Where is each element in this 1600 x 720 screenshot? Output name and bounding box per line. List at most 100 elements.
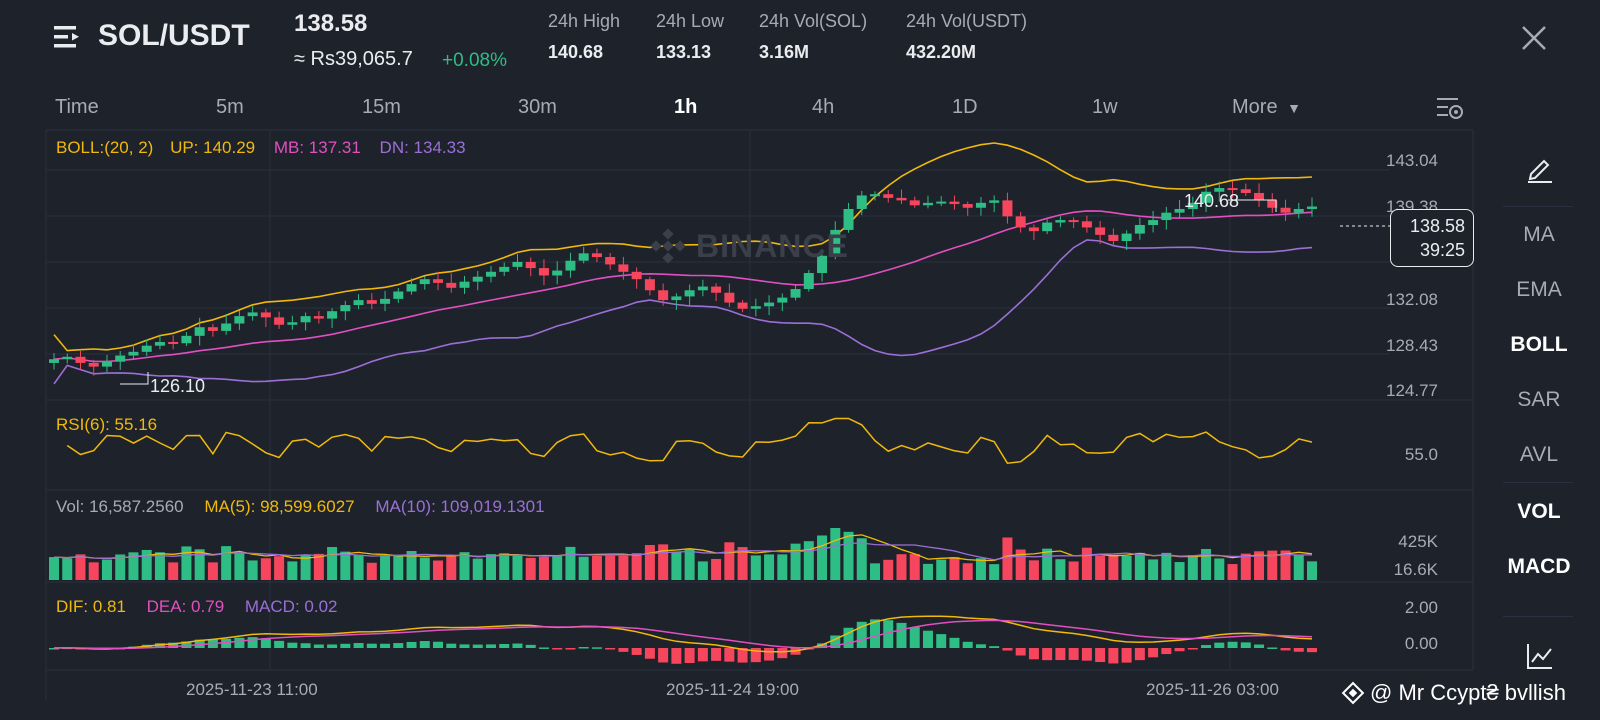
menu-icon[interactable] — [52, 22, 82, 52]
volume-bar — [154, 552, 165, 580]
macd-bar — [1227, 641, 1238, 648]
macd-bar — [1293, 648, 1304, 652]
tab-more[interactable]: More ▼ — [1232, 96, 1301, 119]
macd-bar — [962, 641, 973, 648]
vol-tick: 16.6K — [1393, 560, 1438, 579]
tab-1h[interactable]: 1h — [674, 96, 698, 118]
tab-4h[interactable]: 4h — [812, 96, 835, 118]
candle-body — [340, 305, 351, 312]
volume-bar — [75, 554, 86, 580]
boll-name: BOLL:(20, 2) — [56, 138, 154, 157]
volume-bar — [1267, 550, 1278, 580]
volume-bar — [1081, 547, 1092, 580]
close-icon[interactable] — [1518, 22, 1550, 54]
candle-body — [922, 202, 933, 206]
macd-bar — [1002, 648, 1013, 651]
volume-bar — [909, 554, 920, 580]
macd-bar — [936, 634, 947, 648]
macd-bar — [1121, 648, 1132, 663]
volume-bar — [393, 554, 404, 580]
volume-bar — [221, 546, 232, 580]
boll-middle-line — [53, 210, 1313, 363]
stat-label-vol-sol: 24h Vol(SOL) — [759, 11, 868, 31]
indicator-macd[interactable]: MACD — [1507, 555, 1571, 578]
candle-body — [989, 200, 1000, 203]
volume-bar — [830, 528, 841, 580]
macd-tick: 2.00 — [1404, 598, 1438, 617]
macd-bar — [472, 644, 483, 648]
macd-bar — [724, 648, 735, 662]
price-tick: 128.43 — [1386, 336, 1438, 355]
candle-body — [446, 282, 457, 288]
candle-body — [843, 208, 854, 230]
tab-5m[interactable]: 5m — [216, 96, 244, 118]
date-label: 2025-11-23 11:00 — [186, 680, 318, 699]
candle-body — [115, 355, 126, 362]
macd-tick: 0.00 — [1404, 634, 1438, 653]
candle-body — [1095, 227, 1106, 235]
candle-body — [88, 362, 99, 367]
vol-tick: 425K — [1398, 532, 1438, 551]
macd-bar — [975, 644, 986, 648]
volume-bar — [578, 556, 589, 580]
macd-bar — [1254, 644, 1265, 648]
indicator-ema[interactable]: EMA — [1516, 278, 1562, 301]
indicator-boll[interactable]: BOLL — [1510, 333, 1568, 356]
tab-15m[interactable]: 15m — [362, 96, 401, 118]
candle-body — [578, 253, 589, 261]
chart-type-icon[interactable] — [1524, 640, 1556, 672]
volume-bar — [989, 564, 1000, 580]
volume-bar — [591, 555, 602, 580]
candle-body — [538, 268, 549, 276]
price-tick: 124.77 — [1386, 381, 1438, 400]
macd-bar — [578, 646, 589, 649]
candle-body — [274, 317, 285, 325]
pair-title[interactable]: SOL/USDT — [98, 19, 250, 52]
tab-time[interactable]: Time — [55, 96, 99, 118]
macd-bar — [406, 641, 417, 648]
macd-bar — [274, 640, 285, 648]
macd-bar — [883, 620, 894, 648]
macd-bar — [843, 627, 854, 648]
candle-body — [459, 281, 470, 288]
macd-bar — [922, 630, 933, 648]
candle-body — [1307, 206, 1317, 209]
tab-1d[interactable]: 1D — [952, 96, 978, 118]
tab-1w[interactable]: 1w — [1092, 96, 1118, 118]
volume-bar — [300, 554, 311, 580]
rsi-legend: RSI(6): 55.16 — [56, 415, 158, 434]
candle-body — [1042, 222, 1053, 232]
candle-body — [472, 276, 483, 282]
volume-bar — [472, 558, 483, 580]
candle-body — [1227, 188, 1238, 191]
rsi-line — [66, 417, 1313, 464]
volume-bar — [750, 555, 761, 580]
volume-bar — [380, 555, 391, 580]
draw-tool-icon[interactable] — [1524, 152, 1556, 184]
volume-bar — [260, 558, 271, 580]
volume-bar — [843, 531, 854, 580]
candle-body — [1254, 192, 1265, 201]
boll-legend: BOLL:(20, 2) UP: 140.29 MB: 137.31 DN: 1… — [56, 138, 466, 158]
indicator-sar[interactable]: SAR — [1517, 388, 1561, 411]
macd-dea-line — [53, 619, 1313, 650]
candle-body — [870, 194, 881, 197]
macd-bar — [194, 639, 205, 648]
macd-bar — [234, 637, 245, 648]
candle-body — [525, 261, 536, 269]
volume-bar — [1174, 562, 1185, 580]
candle-body — [1240, 189, 1251, 193]
indicator-ma[interactable]: MA — [1523, 223, 1555, 246]
volume-bar — [724, 542, 735, 580]
volume-bar — [618, 555, 629, 580]
chart-settings-icon[interactable] — [1434, 94, 1466, 122]
candle-body — [168, 341, 179, 344]
price-tick: 143.04 — [1386, 151, 1438, 170]
macd-dea: DEA: 0.79 — [146, 597, 225, 616]
volume-bar — [1108, 554, 1119, 580]
indicator-vol[interactable]: VOL — [1517, 500, 1561, 523]
indicator-avl[interactable]: AVL — [1519, 443, 1559, 466]
candle-body — [817, 255, 828, 274]
tab-30m[interactable]: 30m — [518, 96, 557, 118]
